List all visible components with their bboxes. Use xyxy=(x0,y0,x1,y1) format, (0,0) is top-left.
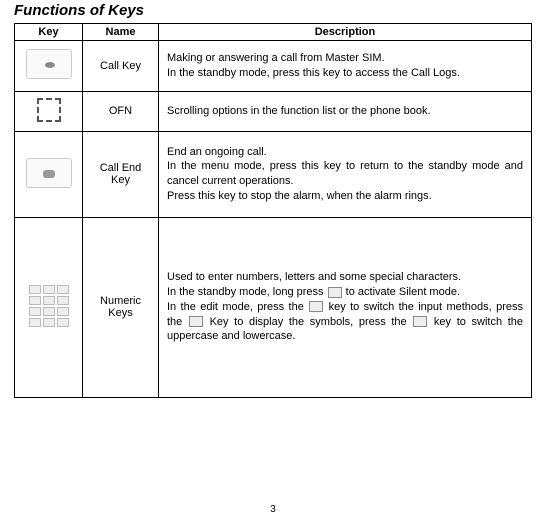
key-name-cell: Call Key xyxy=(83,41,159,92)
key-desc-cell: Used to enter numbers, letters and some … xyxy=(159,217,532,397)
desc-fragment: In the edit mode, press the xyxy=(167,301,308,313)
keys-table: Key Name Description Call Key Making or … xyxy=(14,23,532,398)
key-name-cell: Call End Key xyxy=(83,131,159,217)
numeric-keys-icon xyxy=(23,284,75,328)
ofn-key-icon xyxy=(37,98,61,122)
call-key-icon xyxy=(26,49,72,79)
key-name-cell: OFN xyxy=(83,91,159,131)
desc-text: In the standby mode, long press to activ… xyxy=(167,285,523,300)
desc-text: End an ongoing call. xyxy=(167,145,523,160)
table-row: OFN Scrolling options in the function li… xyxy=(15,91,532,131)
header-key: Key xyxy=(15,24,83,41)
call-end-key-icon xyxy=(26,158,72,188)
desc-text: Scrolling options in the function list o… xyxy=(167,104,523,119)
key-name-cell: Numeric Keys xyxy=(83,217,159,397)
key-desc-cell: End an ongoing call. In the menu mode, p… xyxy=(159,131,532,217)
table-header-row: Key Name Description xyxy=(15,24,532,41)
symbols-key-icon xyxy=(189,316,203,327)
header-description: Description xyxy=(159,24,532,41)
desc-text: In the menu mode, press this key to retu… xyxy=(167,159,523,189)
desc-text: Press this key to stop the alarm, when t… xyxy=(167,189,523,204)
key-icon-cell xyxy=(15,131,83,217)
input-method-key-icon xyxy=(309,301,323,312)
silent-mode-key-icon xyxy=(328,287,342,298)
page-number: 3 xyxy=(0,504,546,515)
page-title: Functions of Keys xyxy=(14,0,532,23)
desc-fragment: to activate Silent mode. xyxy=(343,286,460,298)
desc-text: In the standby mode, press this key to a… xyxy=(167,66,523,81)
key-desc-cell: Making or answering a call from Master S… xyxy=(159,41,532,92)
key-icon-cell xyxy=(15,41,83,92)
desc-text: Making or answering a call from Master S… xyxy=(167,51,523,66)
desc-text: Used to enter numbers, letters and some … xyxy=(167,270,523,285)
case-switch-key-icon xyxy=(413,316,427,327)
table-row: Call Key Making or answering a call from… xyxy=(15,41,532,92)
desc-text: In the edit mode, press the key to switc… xyxy=(167,300,523,345)
key-icon-cell xyxy=(15,217,83,397)
desc-fragment: Key to display the symbols, press the xyxy=(204,316,412,328)
header-name: Name xyxy=(83,24,159,41)
key-icon-cell xyxy=(15,91,83,131)
key-desc-cell: Scrolling options in the function list o… xyxy=(159,91,532,131)
table-row: Call End Key End an ongoing call. In the… xyxy=(15,131,532,217)
desc-fragment: In the standby mode, long press xyxy=(167,286,327,298)
table-row: Numeric Keys Used to enter numbers, lett… xyxy=(15,217,532,397)
